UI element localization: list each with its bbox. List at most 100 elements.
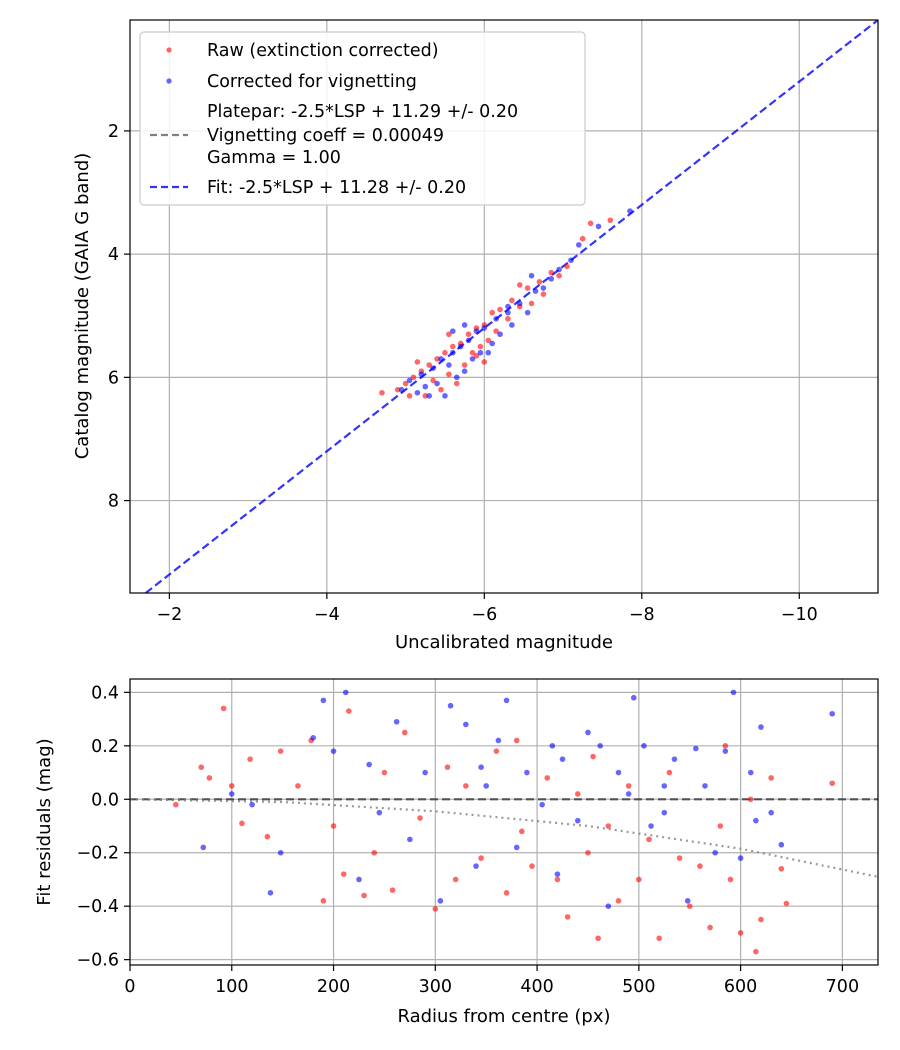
top-plot-frame (129, 19, 879, 594)
top-point-raw (607, 217, 614, 224)
top-point-raw (548, 269, 555, 276)
top-point-raw (579, 235, 586, 242)
legend-marker-corrected (166, 78, 172, 84)
bot-point-raw (737, 930, 744, 936)
bot-point-raw (206, 775, 213, 781)
bot-point-corrected (483, 783, 489, 789)
bot-point-corrected (267, 890, 274, 896)
bot-point-corrected (330, 748, 337, 754)
bot-point-raw (722, 743, 729, 749)
bot-point-corrected (342, 689, 349, 696)
bot-point-raw (707, 924, 713, 931)
bot-point-corrected (277, 849, 284, 856)
bot-point-corrected (722, 748, 729, 754)
top-point-raw (516, 282, 523, 288)
bot-x-tick-label: 0 (124, 977, 135, 997)
top-point-corrected (450, 328, 456, 334)
top-point-corrected (450, 349, 456, 356)
top-point-raw (473, 352, 480, 359)
bot-point-raw (636, 876, 642, 883)
bot-point-corrected (320, 697, 327, 704)
bot-point-raw (463, 783, 469, 789)
bot-point-corrected (615, 769, 622, 776)
bot-point-corrected (684, 898, 691, 904)
bot-point-raw (361, 892, 367, 899)
top-x-tick-label: −4 (314, 605, 340, 625)
bot-point-corrected (753, 817, 759, 824)
top-point-raw (489, 309, 495, 316)
bot-point-raw (595, 935, 601, 942)
bottom-x-axis-label: Radius from centre (px) (397, 1006, 610, 1027)
top-point-corrected (398, 386, 405, 393)
bot-point-raw (697, 863, 703, 869)
bot-x-tick-label: 600 (724, 977, 757, 997)
top-point-raw (402, 380, 409, 387)
top-y-tick-label: 6 (108, 368, 119, 388)
top-point-corrected (505, 303, 511, 310)
bot-point-corrected (463, 721, 469, 728)
top-point-corrected (509, 322, 515, 328)
top-point-corrected (524, 309, 531, 316)
top-x-axis-label: Uncalibrated magnitude (395, 632, 613, 653)
bot-point-raw (676, 855, 683, 861)
top-point-raw (453, 380, 460, 387)
bot-point-raw (371, 849, 378, 856)
top-x-tick-label: −10 (781, 605, 818, 625)
top-point-raw (430, 377, 436, 384)
bot-point-raw (264, 833, 271, 840)
bot-y-tick-label: 0.2 (91, 737, 119, 757)
top-point-corrected (469, 356, 476, 362)
bot-point-corrected (554, 871, 561, 877)
top-point-raw (540, 291, 547, 297)
bot-point-raw (401, 729, 408, 736)
top-point-raw (509, 297, 515, 304)
bot-point-raw (829, 780, 836, 787)
top-point-corrected (418, 371, 425, 378)
bot-point-corrected (393, 718, 400, 725)
bot-point-raw (444, 764, 451, 771)
top-point-raw (446, 331, 452, 338)
top-point-corrected (485, 349, 492, 356)
bot-point-corrected (356, 876, 362, 883)
bot-point-corrected (671, 756, 678, 762)
bot-point-raw (783, 900, 790, 907)
top-point-corrected (414, 389, 421, 396)
top-y-tick-label: 2 (108, 122, 119, 142)
bottom-plot-frame (129, 678, 879, 966)
top-point-corrected (438, 356, 444, 362)
bot-point-corrected (597, 743, 603, 749)
bot-point-raw (493, 748, 500, 754)
top-point-raw (414, 359, 421, 365)
bot-point-raw (381, 769, 388, 776)
bot-point-corrected (768, 809, 774, 816)
bot-point-corrected (641, 743, 647, 749)
top-point-corrected (461, 368, 468, 374)
bot-point-corrected (648, 823, 654, 829)
top-y-tick-label: 4 (108, 245, 119, 265)
top-scatter-points (379, 208, 633, 399)
bot-point-corrected (407, 836, 413, 843)
bot-point-corrected (200, 844, 207, 851)
top-point-corrected (505, 309, 511, 316)
bot-x-tick-label: 700 (826, 977, 859, 997)
bot-point-raw (277, 748, 284, 754)
bot-point-corrected (513, 844, 520, 851)
top-point-corrected (442, 393, 448, 399)
bot-x-tick-label: 500 (622, 977, 655, 997)
bot-point-corrected (702, 783, 708, 789)
bot-point-raw (747, 796, 754, 803)
top-point-corrected (497, 331, 503, 338)
top-point-corrected (477, 349, 484, 356)
top-point-corrected (426, 393, 433, 399)
bot-point-raw (666, 769, 673, 776)
top-point-corrected (457, 343, 464, 350)
bot-point-raw (778, 865, 785, 872)
bot-point-raw (625, 783, 632, 789)
bot-point-corrected (737, 855, 744, 861)
bot-point-raw (544, 775, 551, 781)
bot-point-corrected (693, 745, 699, 752)
legend-label-gamma: Gamma = 1.00 (207, 148, 341, 168)
bot-point-corrected (605, 903, 612, 909)
bot-point-raw (432, 906, 439, 912)
bot-point-raw (478, 855, 484, 861)
